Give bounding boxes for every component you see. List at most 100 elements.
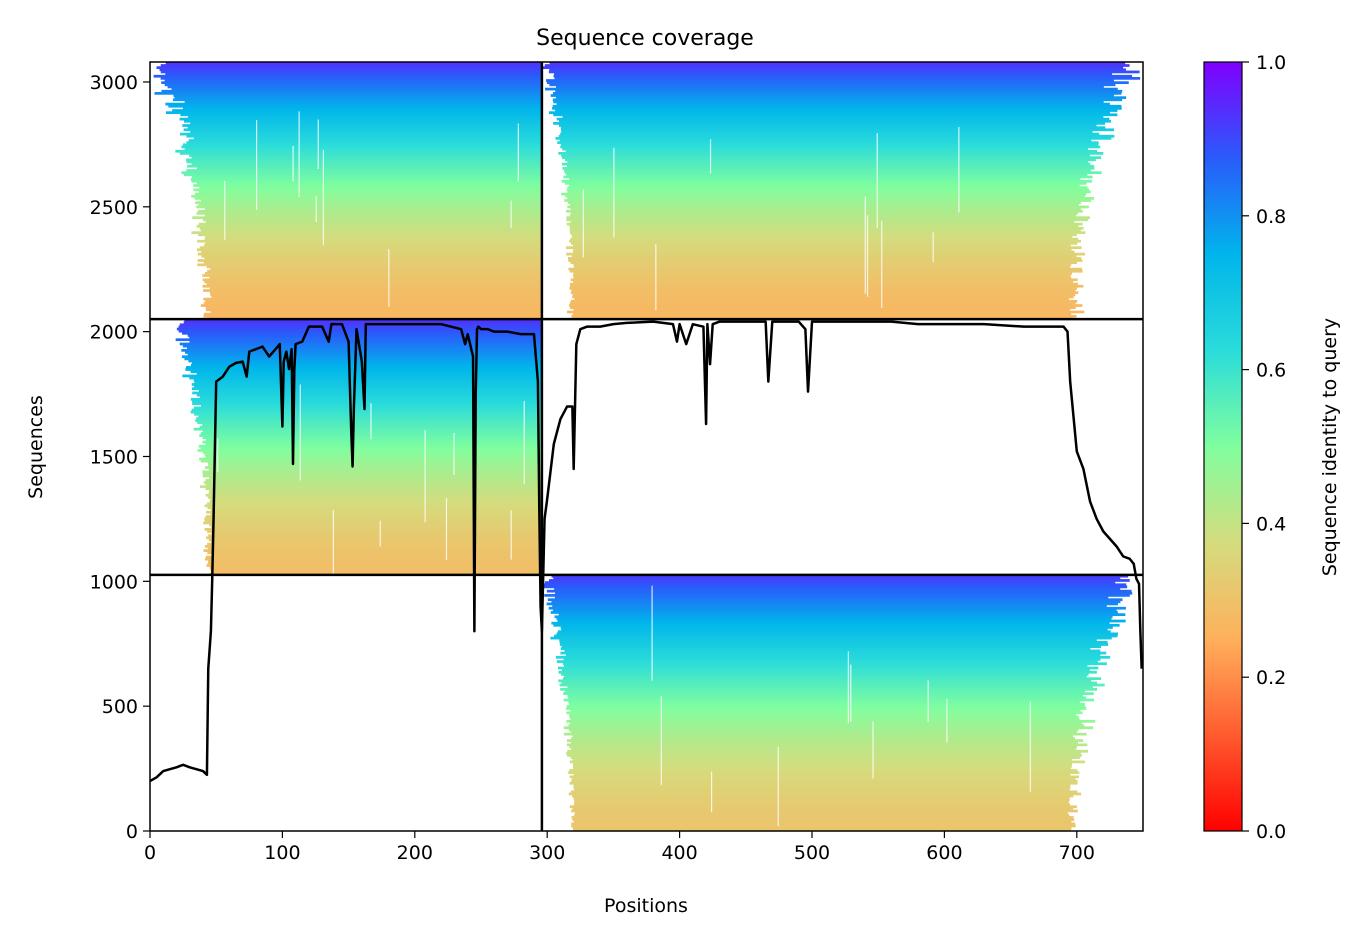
gap-column (932, 232, 934, 263)
identity-strip (207, 562, 542, 565)
identity-strip (184, 100, 542, 104)
y-tick-label: 2500 (90, 197, 138, 219)
identity-strip (201, 254, 542, 258)
identity-strip (198, 415, 542, 418)
identity-strip (546, 79, 1114, 82)
gap-column (864, 196, 866, 294)
identity-strip (186, 169, 542, 172)
identity-strip (187, 115, 542, 119)
gap-column (946, 699, 948, 743)
identity-strip (186, 158, 542, 162)
identity-strip (566, 719, 1096, 723)
y-tick-label: 2000 (90, 322, 138, 344)
identity-strip (178, 325, 542, 329)
identity-strip (191, 179, 542, 183)
identity-strip (560, 132, 1100, 136)
identity-strip (570, 741, 1079, 745)
identity-strip (210, 267, 542, 271)
identity-strip (182, 331, 542, 335)
identity-strip (203, 549, 542, 552)
gap-column (958, 126, 960, 213)
identity-strip (544, 581, 1116, 584)
gap-column (370, 403, 372, 440)
identity-strip (205, 308, 542, 312)
identity-strip (546, 81, 1129, 85)
identity-strip (160, 64, 542, 67)
identity-strip (199, 395, 542, 399)
identity-strip (203, 314, 542, 318)
identity-strip (195, 419, 542, 423)
identity-strip (555, 89, 1123, 93)
identity-strip (179, 152, 542, 155)
identity-strip (555, 591, 1133, 595)
coverage-line (150, 320, 1143, 783)
identity-strip (569, 224, 1079, 228)
identity-strip (195, 201, 542, 205)
identity-strip (565, 149, 1098, 153)
identity-strip (193, 378, 542, 382)
identity-strip (555, 655, 1111, 659)
identity-strip (573, 828, 1071, 831)
identity-strip (194, 412, 542, 416)
identity-strip (206, 564, 542, 567)
identity-strip (205, 235, 542, 239)
identity-strip (563, 732, 1087, 736)
identity-strip (551, 600, 1121, 604)
y-tick-label: 3000 (90, 72, 138, 94)
identity-strip (574, 811, 1068, 815)
identity-strip (565, 653, 1101, 657)
identity-strip (569, 287, 1077, 290)
gap-column (876, 133, 878, 229)
identity-strip (203, 297, 542, 301)
identity-strip (567, 160, 1089, 164)
identity-strip (546, 602, 1118, 606)
identity-strip (208, 468, 542, 472)
gap-column (292, 145, 294, 182)
identity-strip (556, 660, 1098, 663)
identity-strip (211, 540, 542, 544)
identity-strip (563, 726, 1094, 730)
block-upper-right (542, 62, 1141, 320)
x-tick-label: 700 (1059, 842, 1095, 864)
identity-strip (209, 276, 542, 280)
identity-strip (196, 372, 542, 376)
identity-strip (546, 589, 1132, 593)
identity-strip (542, 66, 1124, 70)
identity-strip (562, 156, 1102, 160)
identity-strip (561, 645, 1101, 649)
identity-strip (566, 216, 1090, 220)
identity-strip (549, 111, 1110, 115)
identity-strip (207, 269, 542, 273)
identity-strip (204, 466, 542, 469)
identity-strip (196, 393, 542, 397)
identity-strip (203, 261, 542, 265)
identity-strip (165, 111, 542, 115)
identity-strip (191, 387, 542, 391)
identity-strip (572, 295, 1074, 299)
identity-strip (569, 722, 1082, 725)
identity-strip (193, 184, 542, 187)
identity-strip (569, 713, 1077, 717)
identity-strip (571, 824, 1076, 828)
identity-strip (164, 83, 542, 87)
identity-strip (202, 451, 542, 454)
identity-strip (191, 231, 542, 235)
colorbar-tick-label: 0.0 (1256, 821, 1286, 843)
identity-strip (569, 715, 1079, 719)
identity-strip (571, 816, 1074, 819)
identity-strip (561, 128, 1115, 132)
identity-strip (572, 293, 1076, 297)
gap-column (872, 721, 874, 779)
identity-strip (572, 764, 1072, 768)
identity-blocks (153, 62, 1141, 831)
identity-strip (186, 134, 542, 138)
identity-strip (211, 295, 542, 299)
gap-column (613, 147, 615, 238)
identity-strip (571, 314, 1077, 318)
identity-strip (567, 749, 1089, 753)
x-tick-label: 500 (794, 842, 830, 864)
identity-strip (204, 280, 542, 284)
identity-strip (553, 74, 1133, 78)
identity-strip (562, 167, 1095, 170)
identity-strip (561, 154, 1091, 157)
